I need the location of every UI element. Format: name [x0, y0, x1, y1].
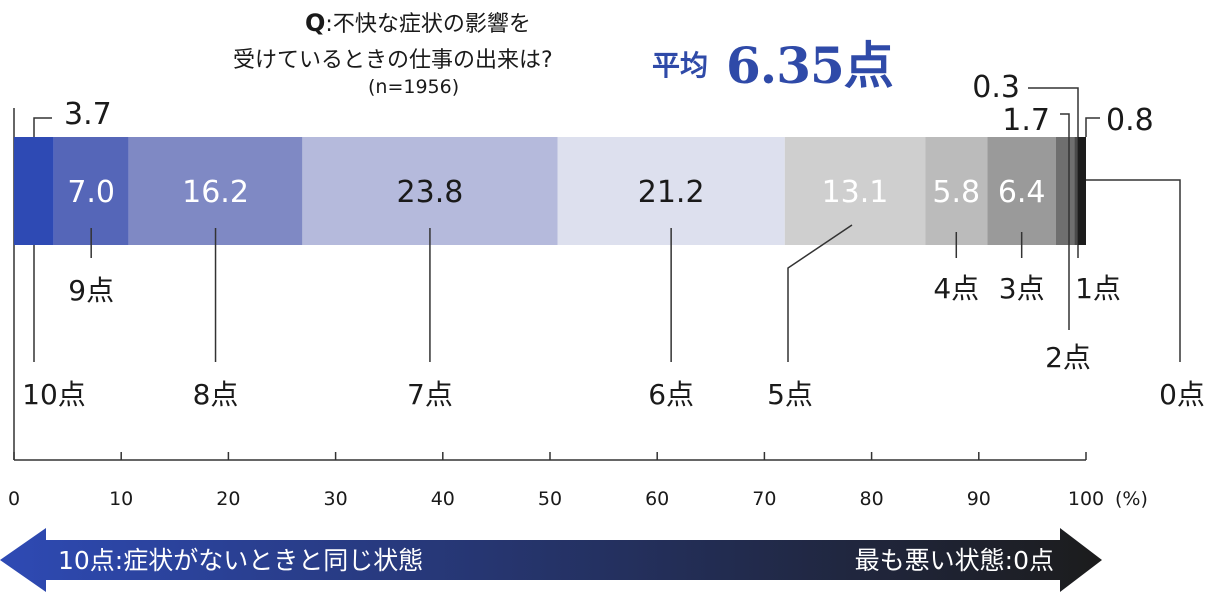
category-label-9: 1点 [1075, 272, 1121, 305]
category-label-10: 0点 [1159, 378, 1205, 411]
average-label: 平均 [652, 49, 709, 82]
value-label-5: 13.1 [822, 175, 889, 210]
category-label-4: 6点 [648, 378, 694, 411]
value-label-10: 0.8 [1106, 103, 1154, 138]
x-tick-label-4: 40 [431, 488, 455, 510]
value-label-8: 1.7 [1002, 103, 1050, 138]
value-label-9: 0.3 [972, 70, 1020, 105]
x-tick-label-3: 30 [324, 488, 348, 510]
x-tick-label-1: 10 [109, 488, 133, 510]
value-label-6: 5.8 [932, 175, 980, 210]
bar-segment-3 [302, 137, 558, 245]
category-label-1: 9点 [68, 274, 114, 307]
leader-value-10 [1085, 117, 1100, 137]
category-label-3: 7点 [407, 378, 453, 411]
bar-segment-0 [14, 137, 54, 245]
x-tick-label-8: 80 [860, 488, 884, 510]
bar-segment-9 [1074, 137, 1078, 245]
bar-segment-4 [557, 137, 785, 245]
leader-value-9 [1028, 87, 1079, 137]
bar-segment-6 [925, 137, 988, 245]
value-label-3: 23.8 [397, 175, 464, 210]
value-label-2: 16.2 [182, 175, 249, 210]
sample-size: (n=1956) [368, 76, 460, 98]
bar-segment-1 [53, 137, 129, 245]
leader-value-0 [33, 117, 52, 137]
bar-segment-8 [1055, 137, 1075, 245]
bar-segment-2 [128, 137, 303, 245]
scale-arrow [0, 528, 1102, 592]
value-label-4: 21.2 [638, 175, 705, 210]
x-tick-label-5: 50 [538, 488, 562, 510]
x-tick-label-2: 20 [216, 488, 240, 510]
arrow-left-label: 10点:症状がないときと同じ状態 [58, 546, 423, 575]
value-label-7: 6.4 [998, 175, 1046, 210]
question-line-1: Q:不快な症状の影響を [305, 6, 531, 38]
category-label-8: 2点 [1045, 341, 1091, 374]
x-axis-unit: (%) [1115, 488, 1148, 510]
bar-segment-10 [1077, 137, 1086, 245]
value-label-0: 3.7 [64, 97, 112, 132]
bar-segment-5 [784, 137, 926, 245]
bar-segment-7 [987, 137, 1056, 245]
leader-cat-5 [787, 224, 853, 362]
category-label-2: 8点 [193, 378, 239, 411]
question-line-2: 受けているときの仕事の出来は? [233, 48, 553, 73]
question-text-1: :不快な症状の影響を [325, 12, 531, 37]
value-label-1: 7.0 [67, 175, 115, 210]
category-label-6: 4点 [933, 272, 979, 305]
question-prefix: Q [305, 9, 326, 37]
average-value: 6.35点 [726, 36, 894, 95]
x-tick-label-10: 100 [1068, 488, 1104, 510]
x-tick-label-6: 60 [645, 488, 669, 510]
category-label-7: 3点 [999, 272, 1045, 305]
leader-cat-10 [1086, 179, 1181, 362]
x-tick-label-7: 70 [752, 488, 776, 510]
category-label-0: 10点 [22, 378, 86, 411]
x-tick-label-9: 90 [967, 488, 991, 510]
leader-value-8 [1060, 113, 1070, 147]
x-tick-label-0: 0 [8, 488, 20, 510]
category-label-5: 5点 [767, 378, 813, 411]
arrow-right-label: 最も悪い状態:0点 [855, 546, 1054, 575]
